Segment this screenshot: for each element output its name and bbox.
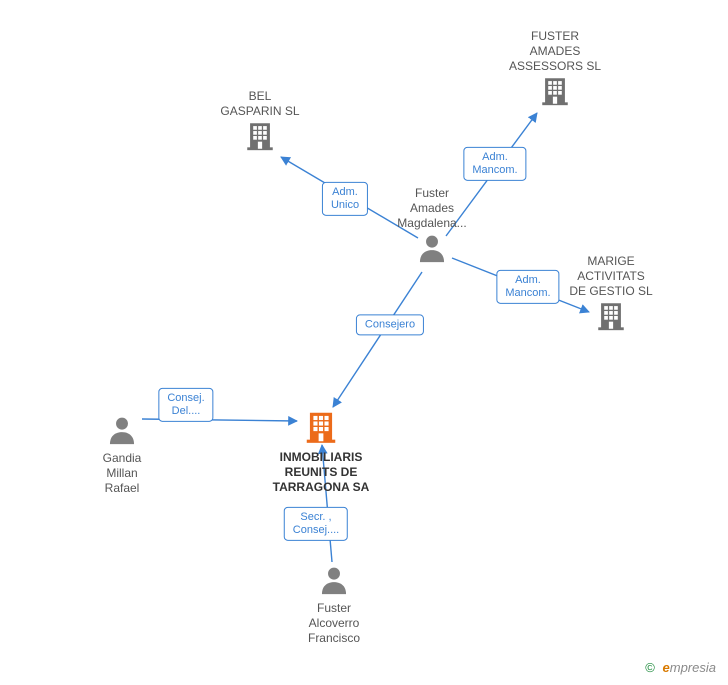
- node-label-bel: BEL GASPARIN SL: [200, 89, 320, 119]
- node-gandia[interactable]: Gandia Millan Rafael: [62, 413, 182, 496]
- node-marige[interactable]: MARIGE ACTIVITATS DE GESTIO SL: [551, 254, 671, 337]
- copyright-symbol: ©: [645, 660, 655, 675]
- edge-label-gandia-center: Consej. Del....: [158, 388, 213, 422]
- node-alcoverro[interactable]: Fuster Alcoverro Francisco: [274, 563, 394, 646]
- edge-label-alcoverro-center: Secr. , Consej....: [284, 507, 348, 541]
- edge-magdalena-center: [333, 272, 422, 407]
- watermark: © empresia: [645, 660, 716, 675]
- node-fuster_assessors[interactable]: FUSTER AMADES ASSESSORS SL: [495, 29, 615, 112]
- node-center[interactable]: INMOBILIARIS REUNITS DE TARRAGONA SA: [261, 408, 381, 495]
- node-label-magdalena: Fuster Amades Magdalena...: [372, 186, 492, 231]
- node-bel[interactable]: BEL GASPARIN SL: [200, 89, 320, 157]
- edge-label-magdalena-fuster_assessors: Adm. Mancom.: [463, 147, 526, 181]
- node-label-alcoverro: Fuster Alcoverro Francisco: [274, 601, 394, 646]
- node-label-fuster_assessors: FUSTER AMADES ASSESSORS SL: [495, 29, 615, 74]
- node-magdalena[interactable]: Fuster Amades Magdalena...: [372, 186, 492, 269]
- edge-label-magdalena-marige: Adm. Mancom.: [496, 270, 559, 304]
- edge-label-magdalena-center: Consejero: [356, 314, 424, 335]
- node-label-marige: MARIGE ACTIVITATS DE GESTIO SL: [551, 254, 671, 299]
- brand-name: empresia: [663, 660, 716, 675]
- node-label-center: INMOBILIARIS REUNITS DE TARRAGONA SA: [261, 450, 381, 495]
- edge-label-magdalena-bel: Adm. Unico: [322, 182, 368, 216]
- node-label-gandia: Gandia Millan Rafael: [62, 451, 182, 496]
